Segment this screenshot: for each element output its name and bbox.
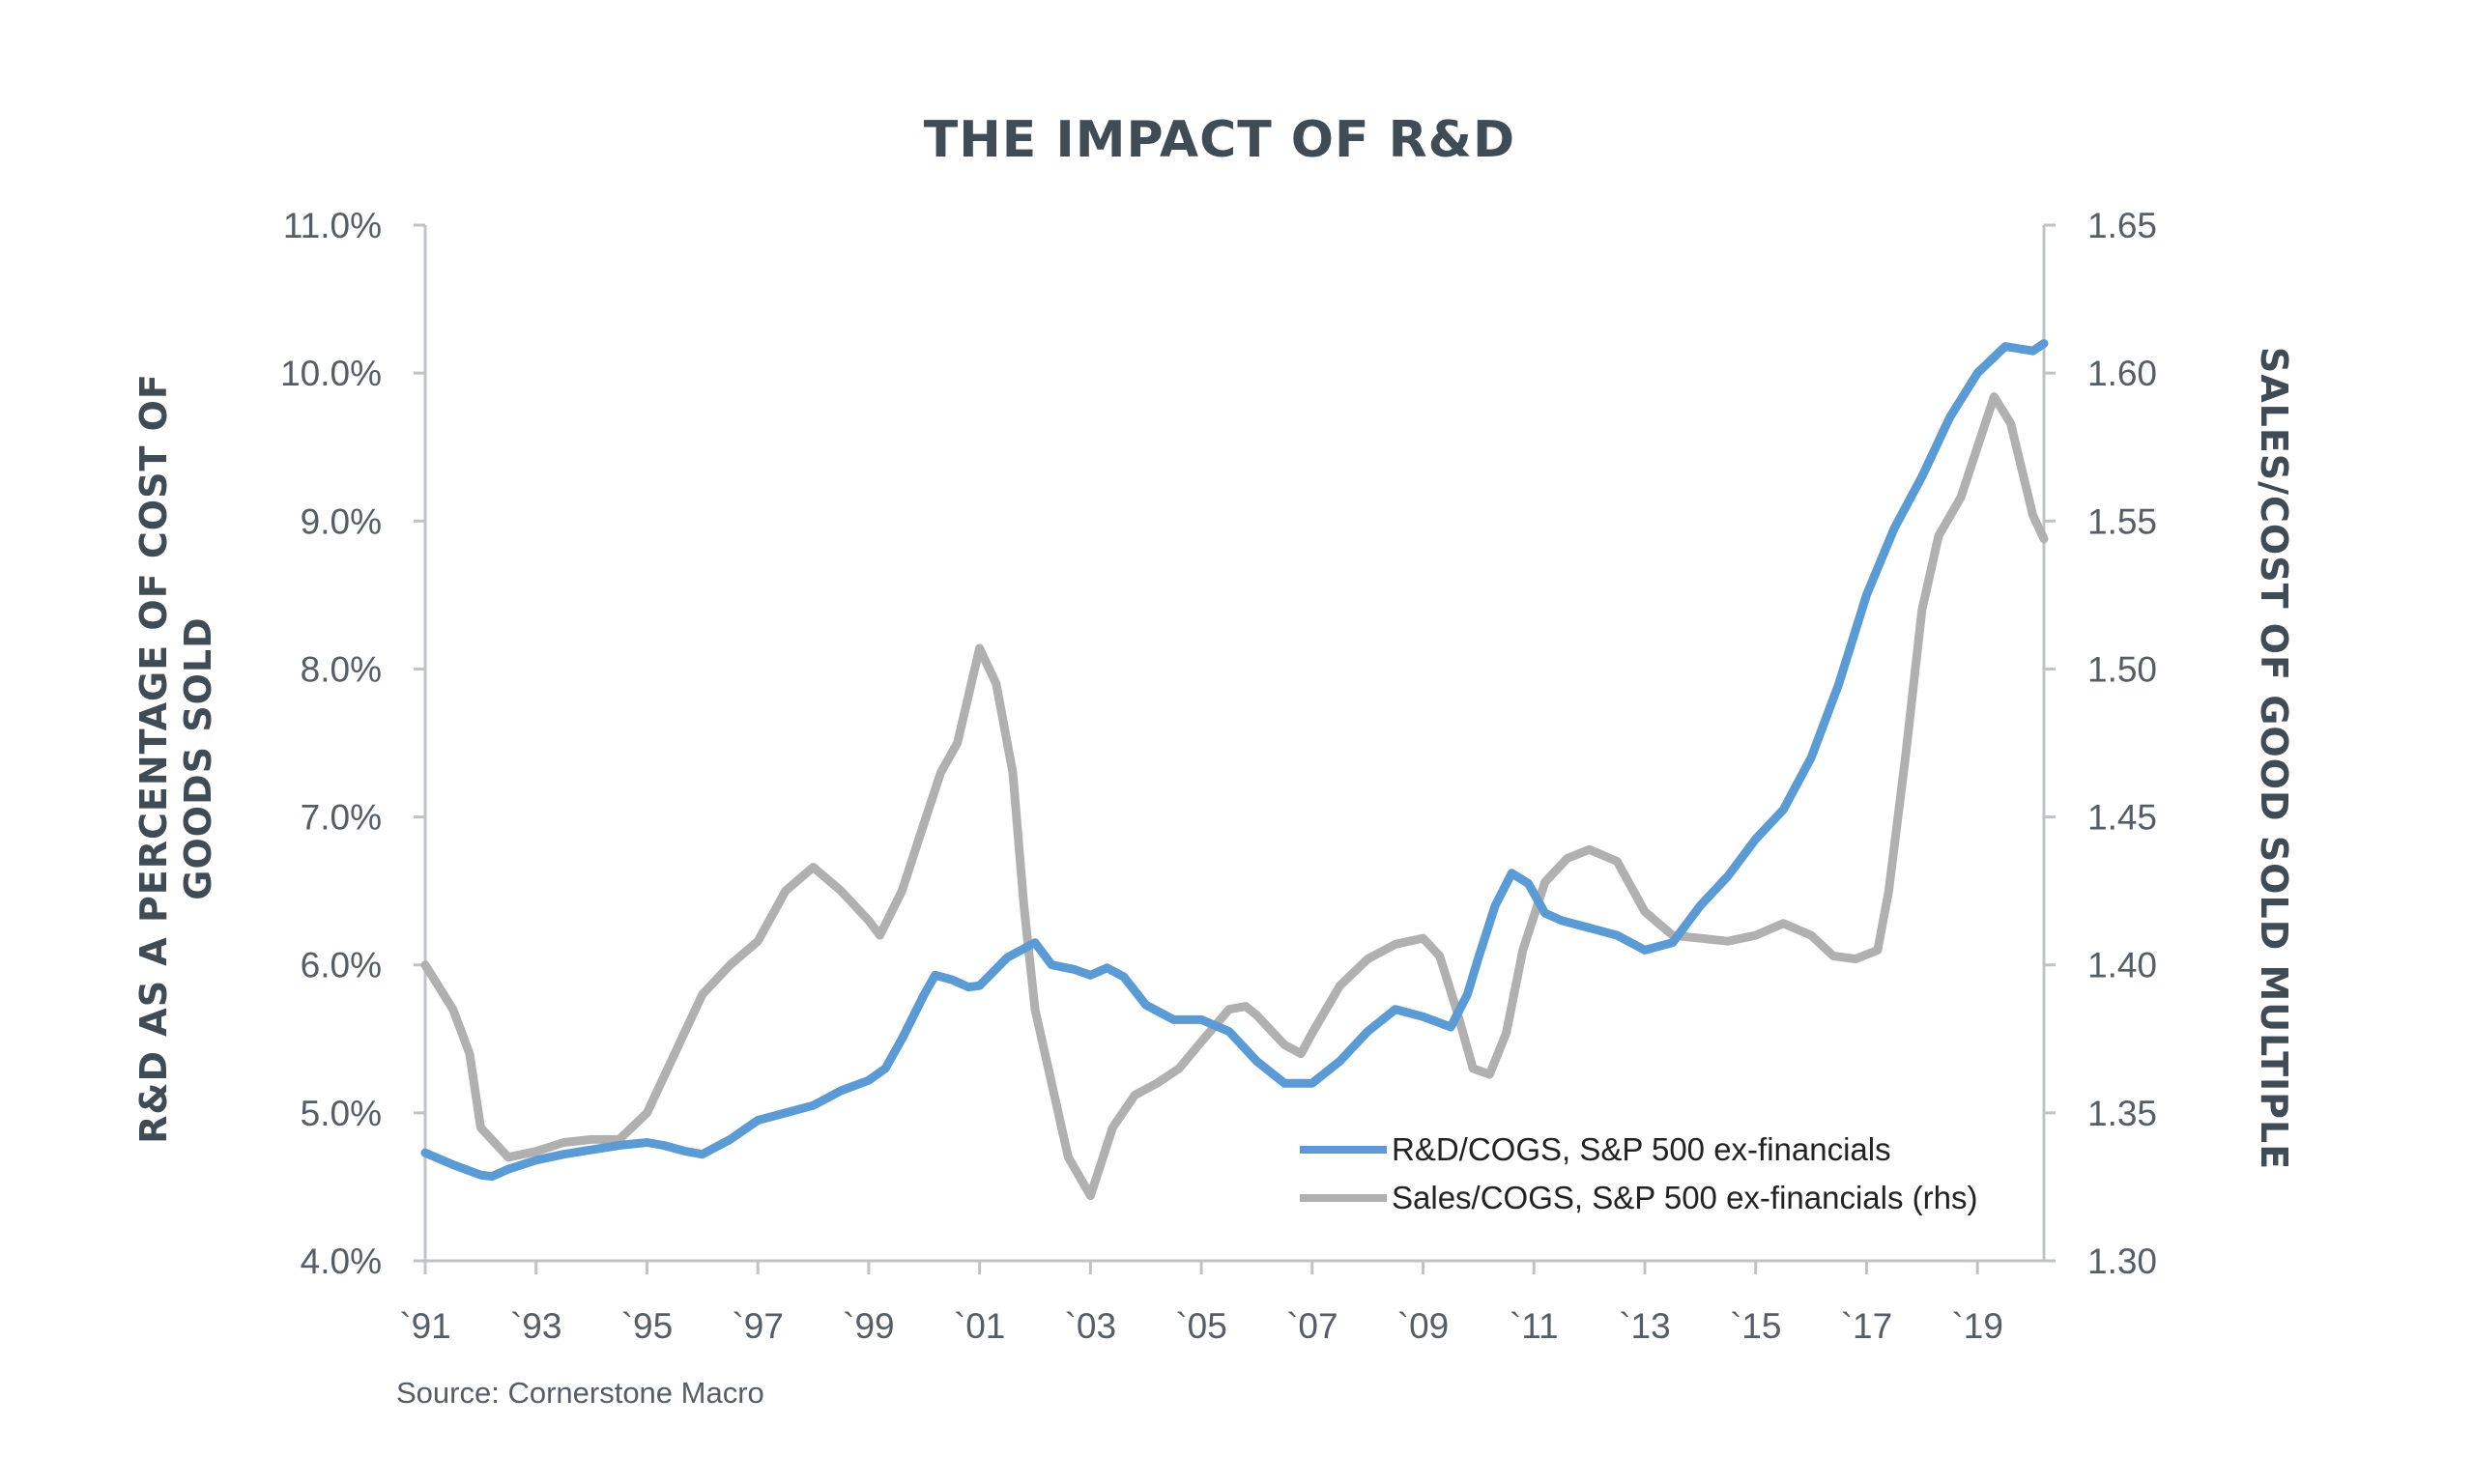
x-tick-label: `17 (1841, 1306, 1892, 1346)
right-tick-label: 1.55 (2087, 501, 2157, 541)
x-axis-ticks: `91 `93 `95 `97 `99 `01 `03 `05 `07 `09 `11 `13 `15 `… (399, 1261, 2003, 1346)
x-tick-label: `15 (1730, 1306, 1781, 1346)
left-tick-label: 4.0% (301, 1241, 382, 1281)
x-tick-label: `01 (954, 1306, 1005, 1346)
left-axis-title-line-1: R&D AS A PERCENTAGE OF COST OF (132, 373, 175, 1144)
left-tick-label: 10.0% (280, 354, 382, 393)
right-tick-label: 1.35 (2087, 1094, 2157, 1133)
right-tick-label: 1.30 (2087, 1241, 2157, 1281)
left-tick-label: 9.0% (301, 501, 382, 541)
legend-label-sales-cogs: Sales/COGS, S&P 500 ex-financials (rhs) (1392, 1180, 1977, 1215)
x-tick-label: `97 (732, 1306, 783, 1346)
right-axis-ticks: 1.30 1.35 1.40 1.45 1.50 1.55 1.60 1.65 (2044, 206, 2157, 1281)
left-axis-title-line-2: GOODS SOLD (177, 616, 219, 899)
left-tick-label: 6.0% (301, 946, 382, 985)
x-tick-label: `11 (1510, 1306, 1559, 1346)
right-axis-title: SALES/COST OF GOOD SOLD MULTIPLE (2253, 347, 2295, 1170)
left-axis-ticks: 4.0% 5.0% 6.0% 7.0% 8.0% 9.0% 10.0% 11.0% (280, 206, 425, 1281)
x-tick-label: `91 (399, 1306, 450, 1346)
x-tick-label: `13 (1619, 1306, 1670, 1346)
x-tick-label: `03 (1065, 1306, 1116, 1346)
axes (423, 225, 2046, 1263)
chart-title: THE IMPACT OF R&D (924, 111, 1515, 169)
left-tick-label: 5.0% (301, 1094, 382, 1133)
left-tick-label: 8.0% (301, 649, 382, 689)
series-line-rd-cogs (420, 339, 2049, 1182)
right-tick-label: 1.40 (2087, 946, 2157, 985)
series-layer (420, 339, 2049, 1201)
right-tick-label: 1.45 (2087, 798, 2157, 838)
x-tick-label: `93 (510, 1306, 561, 1346)
x-tick-label: `07 (1286, 1306, 1338, 1346)
legend: R&D/COGS, S&P 500 ex-financials Sales/CO… (1300, 1131, 1977, 1215)
x-tick-label: `95 (621, 1306, 673, 1346)
right-tick-label: 1.65 (2087, 206, 2157, 245)
left-axis-title: R&D AS A PERCENTAGE OF COST OF GOODS SOL… (132, 373, 219, 1144)
x-tick-label: `09 (1397, 1306, 1449, 1346)
legend-label-rd-cogs: R&D/COGS, S&P 500 ex-financials (1392, 1131, 1891, 1167)
right-tick-label: 1.50 (2087, 649, 2157, 689)
x-tick-label: `99 (843, 1306, 894, 1346)
source-note: Source: Cornerstone Macro (396, 1376, 764, 1410)
series-line-sales-cogs (420, 392, 2049, 1201)
x-tick-label: `19 (1951, 1306, 2002, 1346)
right-tick-label: 1.60 (2087, 354, 2157, 393)
left-tick-label: 11.0% (283, 206, 382, 245)
left-tick-label: 7.0% (301, 798, 382, 838)
x-tick-label: `05 (1175, 1306, 1226, 1346)
